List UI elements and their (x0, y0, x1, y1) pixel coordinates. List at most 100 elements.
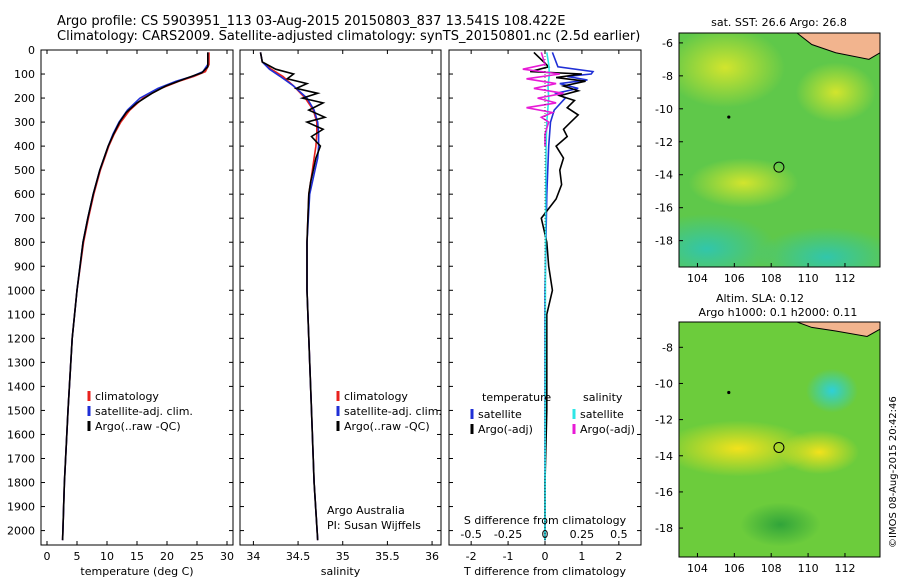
cool-patch-1 (756, 227, 880, 267)
legend-label-1-1: satellite-adj. clim. (344, 405, 442, 418)
y-tick-label-15: 1500 (7, 404, 35, 417)
legend-label-2-0: satellite (478, 408, 522, 421)
map-y-tick-label-1-4: -16 (655, 486, 673, 499)
x-tick-label-top-0: -0.5 (460, 528, 481, 541)
map-y-tick-label-0-3: -12 (655, 136, 673, 149)
map-x-tick-label-0-1: 106 (724, 272, 745, 285)
x-tick-label-2-0: -2 (466, 550, 477, 563)
y-tick-label-18: 1800 (7, 477, 35, 490)
legend-label-2-1: Argo(-adj) (478, 423, 533, 436)
map-x-tick-label-0-2: 108 (761, 272, 782, 285)
map-frame-0 (678, 32, 881, 268)
map-y-tick-label-0-4: -14 (655, 169, 673, 182)
x-axis-label-0: temperature (deg C) (80, 565, 193, 578)
plot-frame-1 (239, 49, 442, 546)
legend-label-0-0: climatology (95, 390, 159, 403)
map-x-tick-label-0-0: 104 (687, 272, 708, 285)
sla-high-1 (779, 430, 860, 475)
map-y-tick-label-0-6: -18 (655, 235, 673, 248)
x-tick-label-0-4: 20 (160, 550, 174, 563)
cool-patch-0 (679, 213, 777, 267)
legend-label-0-1: satellite-adj. clim. (95, 405, 193, 418)
series-line-1-2 (259, 52, 328, 541)
map-x-tick-label-0-4: 112 (834, 272, 855, 285)
series-line-1-1 (259, 52, 320, 541)
y-tick-label-13: 1300 (7, 356, 35, 369)
map-x-tick-label-0-3: 110 (798, 272, 819, 285)
legend-title-temperature: temperature (482, 391, 551, 404)
map-frame-1 (678, 321, 881, 558)
legend-label-2-3: Argo(-adj) (580, 423, 635, 436)
y-tick-label-17: 1700 (7, 452, 35, 465)
map-field-1 (679, 322, 880, 557)
y-tick-label-1: 100 (14, 68, 35, 81)
sla-low-0 (806, 368, 859, 413)
map-field-0 (679, 33, 880, 267)
map-title-sst: sat. SST: 26.6 Argo: 26.8 (711, 16, 847, 29)
x-tick-label-0-0: 0 (44, 550, 51, 563)
map-y-tick-label-1-3: -14 (655, 450, 673, 463)
y-tick-label-2: 200 (14, 92, 35, 105)
figure-title-line1: Argo profile: CS 5903951_113 03-Aug-2015… (57, 14, 566, 29)
legend-label-2-2: satellite (580, 408, 624, 421)
map-x-tick-label-1-0: 104 (687, 562, 708, 575)
y-tick-label-6: 600 (14, 188, 35, 201)
legend-label-1-0: climatology (344, 390, 408, 403)
x-tick-label-2-2: 0 (542, 550, 549, 563)
x-axis-label-1: salinity (321, 565, 361, 578)
warm-patch-0 (679, 33, 786, 108)
y-tick-label-3: 300 (14, 116, 35, 129)
map-y-tick-label-1-5: -18 (655, 522, 673, 535)
x-tick-label-1-0: 34 (246, 550, 260, 563)
x-tick-label-0-2: 10 (100, 550, 114, 563)
series-line-0-2 (61, 52, 209, 541)
x-tick-label-top-2: 0 (542, 528, 549, 541)
y-tick-label-7: 700 (14, 212, 35, 225)
x-tick-label-1-1: 34.5 (286, 550, 311, 563)
map-y-tick-label-1-1: -10 (655, 377, 673, 390)
island-marker-0 (727, 115, 731, 119)
map-x-tick-label-1-3: 110 (798, 562, 819, 575)
y-tick-label-10: 1000 (7, 284, 35, 297)
y-tick-label-0: 0 (28, 44, 35, 57)
x-tick-label-1-4: 36 (425, 550, 439, 563)
float-position-0 (773, 161, 785, 173)
annotation-0: Argo Australia (327, 504, 405, 517)
island-marker-1 (727, 390, 731, 395)
map-x-tick-label-1-4: 112 (834, 562, 855, 575)
x-axis-label-2: T difference from climatology (463, 565, 626, 578)
x-tick-label-top-4: 0.5 (610, 528, 628, 541)
map-title-sla-line1: Altim. SLA: 0.12 (716, 292, 804, 305)
float-position-1 (773, 441, 785, 453)
land-java (796, 33, 880, 60)
y-tick-label-12: 1200 (7, 332, 35, 345)
x-tick-label-0-6: 30 (220, 550, 234, 563)
map-x-tick-label-1-2: 108 (761, 562, 782, 575)
x-axis-label-top: S difference from climatology (464, 514, 627, 527)
x-tick-label-0-3: 15 (130, 550, 144, 563)
map-x-tick-label-1-1: 106 (724, 562, 745, 575)
map-y-tick-label-0-5: -16 (655, 202, 673, 215)
y-tick-label-19: 1900 (7, 501, 35, 514)
map-title-sla-line2: Argo h1000: 0.1 h2000: 0.11 (699, 306, 858, 319)
legend-label-1-2: Argo(..raw -QC) (344, 420, 430, 433)
map-y-tick-label-0-1: -8 (662, 70, 673, 83)
series-line-1-0 (259, 52, 319, 541)
legend-title-salinity: salinity (583, 391, 623, 404)
annotation-1: PI: Susan Wijffels (327, 519, 421, 532)
warm-patch-2 (795, 62, 876, 123)
x-tick-label-top-3: 0.25 (570, 528, 595, 541)
sla-mid-0 (740, 502, 821, 547)
sla-high-0 (679, 420, 813, 477)
x-tick-label-2-4: 2 (615, 550, 622, 563)
y-tick-label-20: 2000 (7, 525, 35, 538)
map-y-tick-label-0-2: -10 (655, 103, 673, 116)
x-tick-label-1-2: 35 (336, 550, 350, 563)
y-tick-label-11: 1100 (7, 308, 35, 321)
y-tick-label-5: 500 (14, 164, 35, 177)
y-tick-label-4: 400 (14, 140, 35, 153)
y-tick-label-16: 1600 (7, 428, 35, 441)
figure-title-line2: Climatology: CARS2009. Satellite-adjuste… (57, 29, 641, 44)
legend-label-0-2: Argo(..raw -QC) (95, 420, 181, 433)
